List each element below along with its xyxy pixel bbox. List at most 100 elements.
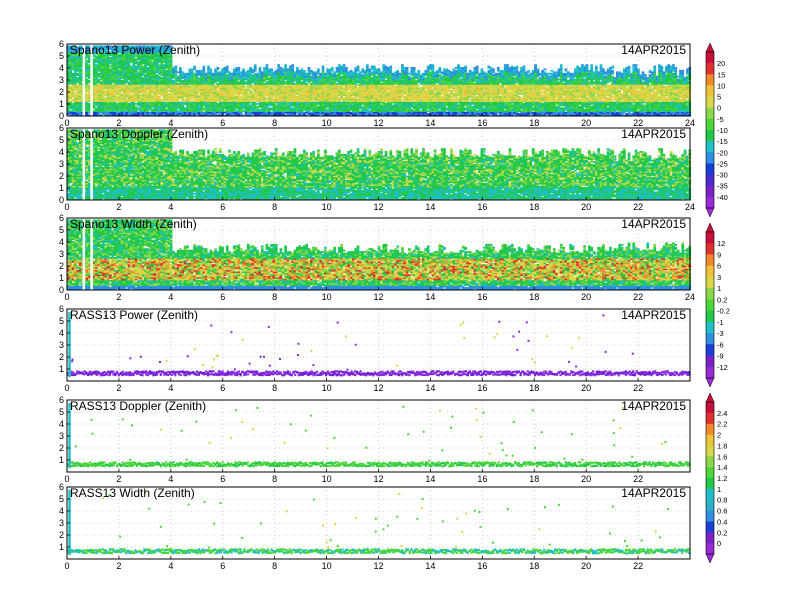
- cell: [125, 84, 128, 86]
- cell: [160, 77, 163, 79]
- cell: [109, 69, 112, 71]
- cell: [200, 70, 203, 72]
- cell: [93, 110, 96, 112]
- cell: [333, 71, 336, 73]
- cell: [121, 93, 124, 95]
- cell: [235, 110, 238, 112]
- cell: [88, 80, 91, 82]
- cell: [69, 100, 72, 102]
- cell: [352, 71, 355, 73]
- cell: [224, 110, 227, 112]
- cell: [301, 81, 304, 83]
- cell: [128, 81, 131, 83]
- cell: [340, 66, 343, 68]
- cell: [380, 83, 383, 85]
- cell: [182, 80, 185, 82]
- cell: [158, 64, 161, 66]
- cell: [151, 109, 154, 111]
- cell: [146, 92, 149, 94]
- cell: [263, 83, 266, 85]
- cell: [165, 70, 168, 72]
- cell: [175, 66, 178, 68]
- cell: [266, 81, 269, 83]
- cell: [97, 73, 100, 75]
- cell: [203, 107, 206, 109]
- cell: [100, 81, 103, 83]
- cell: [361, 74, 364, 76]
- cell: [350, 70, 353, 72]
- cell: [343, 64, 346, 66]
- cell: [172, 67, 175, 69]
- cell: [210, 69, 213, 71]
- cell: [359, 110, 362, 112]
- cell: [137, 61, 140, 63]
- cell: [76, 77, 79, 79]
- cell: [135, 106, 138, 108]
- cell: [177, 71, 180, 73]
- cell: [296, 96, 299, 98]
- cell: [315, 71, 318, 73]
- cell: [142, 77, 145, 79]
- cell: [196, 70, 199, 72]
- cell: [191, 100, 194, 102]
- cell: [256, 103, 259, 105]
- cell: [284, 81, 287, 83]
- cell: [291, 64, 294, 66]
- cell: [263, 67, 266, 69]
- cell: [247, 70, 250, 72]
- cell: [231, 73, 234, 75]
- cell: [137, 107, 140, 109]
- cell: [137, 71, 140, 73]
- cell: [284, 86, 287, 88]
- cell: [151, 61, 154, 63]
- cell: [203, 112, 206, 114]
- cell: [275, 105, 278, 107]
- cell: [252, 69, 255, 71]
- cell: [104, 97, 107, 99]
- cell: [268, 69, 271, 71]
- cell: [88, 103, 91, 105]
- cell: [97, 79, 100, 81]
- cell: [331, 73, 334, 75]
- cell: [179, 67, 182, 69]
- cell: [324, 73, 327, 75]
- cell: [74, 92, 77, 94]
- cell: [240, 71, 243, 73]
- cell: [371, 102, 374, 104]
- cell: [74, 94, 77, 96]
- cell: [298, 70, 301, 72]
- cell: [172, 80, 175, 82]
- cell: [252, 92, 255, 94]
- cell: [177, 76, 180, 78]
- cell: [193, 66, 196, 68]
- cell: [322, 66, 325, 68]
- cell: [160, 99, 163, 101]
- cell: [242, 69, 245, 71]
- cell: [214, 69, 217, 71]
- cell: [326, 109, 329, 111]
- cell: [245, 86, 248, 88]
- cell: [375, 69, 378, 71]
- cell: [259, 67, 262, 69]
- cell: [373, 66, 376, 68]
- cell: [121, 80, 124, 82]
- cell: [104, 90, 107, 92]
- cell: [184, 99, 187, 101]
- cell: [158, 96, 161, 98]
- cell: [177, 110, 180, 112]
- cell: [207, 66, 210, 68]
- cell: [268, 77, 271, 79]
- cell: [331, 67, 334, 69]
- cell: [275, 70, 278, 72]
- cell: [338, 64, 341, 66]
- cell: [116, 96, 119, 98]
- cell: [130, 94, 133, 96]
- cell: [352, 97, 355, 99]
- cell: [198, 70, 201, 72]
- cell: [357, 84, 360, 86]
- cell: [317, 76, 320, 78]
- cell: [76, 73, 79, 75]
- cell: [338, 97, 341, 99]
- cell: [336, 83, 339, 85]
